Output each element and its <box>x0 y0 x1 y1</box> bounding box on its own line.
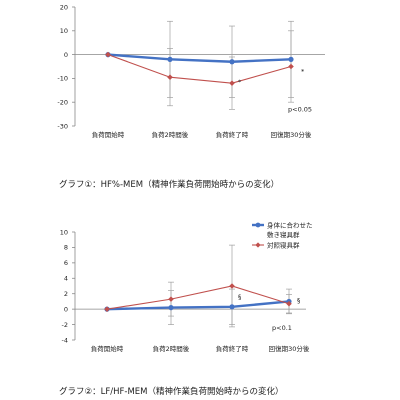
chart1-caption: グラフ①：HF%-MEM（精神作業負荷開始時からの変化） <box>59 180 280 190</box>
chart2-series-red-point <box>229 283 235 289</box>
chart1-y-tick-label: -30 <box>57 122 68 130</box>
chart1-series-blue-point <box>167 56 173 62</box>
chart2-category-label: 負荷2時間後 <box>153 344 190 353</box>
chart2-p-value-note: p<0.1 <box>272 324 292 332</box>
chart1-p-value-note: p<0.05 <box>288 106 312 114</box>
chart2-significance-mark: § <box>297 297 300 305</box>
chart2-y-tick-label: 10 <box>60 228 68 236</box>
chart2-significance-mark: § <box>238 293 241 301</box>
chart2-y-tick-label: -4 <box>62 336 68 344</box>
chart1-category-label: 負荷開始時 <box>92 130 125 139</box>
chart1-y-tick-label: 20 <box>60 3 68 11</box>
chart1-significance-mark: * <box>238 78 242 86</box>
chart1-category-label: 負荷終了時 <box>216 130 249 139</box>
chart1-y-tick-label: -10 <box>57 75 68 83</box>
chart2-series-blue-point <box>168 305 174 311</box>
chart1-series-red-point <box>105 51 111 58</box>
chart1-series-blue-point <box>288 56 294 62</box>
chart1-y-tick-label: -20 <box>57 99 68 107</box>
chart1-y-tick-label: 0 <box>64 51 68 59</box>
chart1-category-label: 負荷2時間後 <box>152 130 189 139</box>
chart2-series-blue-point <box>229 304 235 310</box>
chart2-legend-marker-red <box>255 242 261 248</box>
chart2-series-red-line <box>106 285 290 310</box>
chart2-category-label: 負荷終了時 <box>216 344 249 353</box>
chart2-y-tick-label: 0 <box>64 305 68 313</box>
chart2-y-tick-label: 6 <box>64 259 68 267</box>
chart2-legend-marker-blue <box>255 222 261 228</box>
chart2-y-tick-label: 4 <box>64 275 68 283</box>
chart2-y-tick-label: 8 <box>64 244 68 252</box>
chart1-category-label: 回復期30分後 <box>271 130 312 139</box>
chart1-series-red-line <box>107 54 292 84</box>
chart2-y-tick-label: -2 <box>62 321 68 329</box>
chart1-series-red-point <box>167 74 173 81</box>
chart2-series-red-point <box>286 300 292 307</box>
chart2-series-blue-line <box>106 300 290 311</box>
chart1-series-red-point <box>229 80 235 86</box>
chart2-y-tick-label: 2 <box>64 290 68 298</box>
chart1-series-red-point <box>288 63 294 70</box>
chart1-significance-mark: * <box>301 67 305 75</box>
chart2-legend-label: 身体に合わせた <box>267 220 313 229</box>
chart1-series-blue-point <box>229 59 235 65</box>
chart2-series-red-point <box>168 296 174 302</box>
chart2-category-label: 回復期30分後 <box>269 344 310 353</box>
chart2-category-label: 負荷開始時 <box>91 344 124 353</box>
chart2-legend-label: 敷き寝具群 <box>267 230 300 239</box>
chart2-legend-label: 対照寝具群 <box>267 240 300 249</box>
chart2-caption: グラフ②：LF/HF-MEM（精神作業負荷開始時からの変化） <box>59 387 284 397</box>
chart1-series-blue-line <box>107 53 292 63</box>
chart1-y-tick-label: 10 <box>60 27 68 35</box>
chart2-series-red-point <box>104 306 110 312</box>
